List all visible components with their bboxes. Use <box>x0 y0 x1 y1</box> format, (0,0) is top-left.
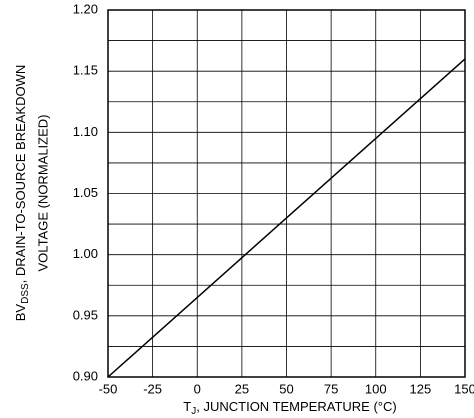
x-label-main: T <box>183 399 191 414</box>
y-tick-label: 1.20 <box>73 1 98 16</box>
y-tick-label: 1.15 <box>73 63 98 78</box>
y-axis-label-line2: VOLTAGE (NORMALIZED) <box>35 115 50 272</box>
x-tick-label: 100 <box>365 381 387 396</box>
x-tick-label: 50 <box>279 381 293 396</box>
x-axis-label: TJ, JUNCTION TEMPERATURE (°C) <box>183 399 396 416</box>
x-tick-label: 0 <box>194 381 201 396</box>
y-tick-label: 1.05 <box>73 185 98 200</box>
y-label-main: BV <box>13 304 28 322</box>
x-label-rest: , JUNCTION TEMPERATURE (°C) <box>196 399 396 414</box>
y-tick-label: 0.95 <box>73 307 98 322</box>
y-tick-label: 1.10 <box>73 124 98 139</box>
x-tick-label: 75 <box>324 381 338 396</box>
y-axis-label: BVDSS, DRAIN-TO-SOURCE BREAKDOWN <box>13 65 30 322</box>
y-label-sub: DSS <box>20 283 31 304</box>
x-tick-label: 25 <box>235 381 249 396</box>
x-tick-label: -50 <box>99 381 118 396</box>
y-label-rest: , DRAIN-TO-SOURCE BREAKDOWN <box>13 65 28 284</box>
y-tick-label: 0.90 <box>73 368 98 383</box>
x-tick-label: 150 <box>454 381 474 396</box>
x-label-sub: J <box>191 406 196 417</box>
y-tick-label: 1.00 <box>73 246 98 261</box>
x-tick-label: 125 <box>410 381 432 396</box>
data-line <box>107 58 466 378</box>
plot-frame <box>107 9 466 378</box>
x-tick-label: -25 <box>143 381 162 396</box>
